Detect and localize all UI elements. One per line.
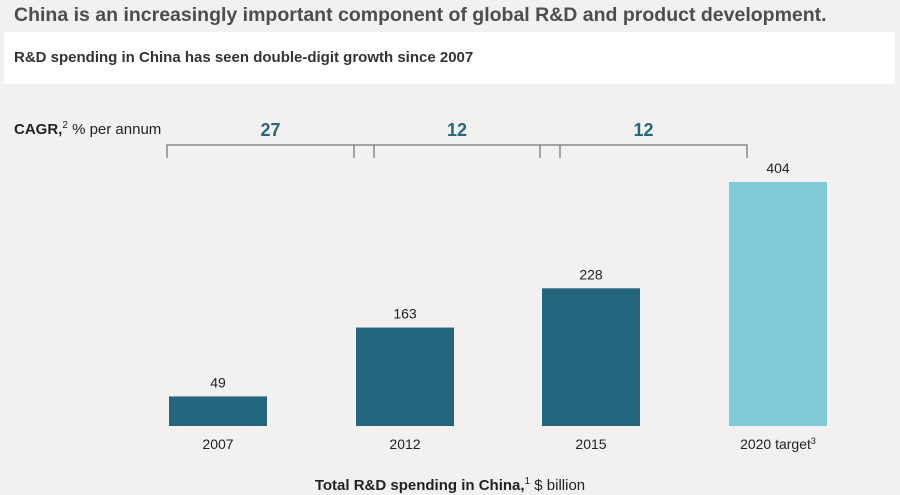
x-tick-footnote: 3 xyxy=(811,436,816,446)
x-axis-title: Total R&D spending in China,1 $ billion xyxy=(0,476,900,494)
subtitle-panel: R&D spending in China has seen double-di… xyxy=(4,32,895,84)
cagr-label-footnote: 2 xyxy=(62,120,68,131)
cagr-label: CAGR,2 % per annum xyxy=(14,120,161,138)
bar-2020-target xyxy=(729,182,827,426)
data-label: 49 xyxy=(210,374,226,390)
x-tick-label: 2020 target3 xyxy=(740,436,816,452)
bar-2015 xyxy=(542,288,640,426)
cagr-bracket xyxy=(353,144,561,158)
cagr-label-unit: % per annum xyxy=(67,121,162,138)
x-tick-label: 2012 xyxy=(389,436,420,452)
cagr-value: 27 xyxy=(260,120,280,140)
cagr-bracket xyxy=(539,144,748,158)
x-axis-title-bold: Total R&D spending in China, xyxy=(314,477,525,494)
x-tick-label: 2007 xyxy=(202,436,233,452)
x-axis-title-footnote: 1 xyxy=(524,476,531,487)
data-label: 404 xyxy=(766,160,790,176)
x-tick-label: 2015 xyxy=(575,436,606,452)
bar-2007 xyxy=(169,396,267,426)
data-label: 228 xyxy=(579,266,603,282)
cagr-value: 12 xyxy=(633,120,653,140)
cagr-value: 12 xyxy=(447,120,467,140)
data-label: 163 xyxy=(393,306,417,322)
chart-subtitle: R&D spending in China has seen double-di… xyxy=(14,49,474,66)
cagr-label-bold: CAGR, xyxy=(14,121,63,138)
bar-2012 xyxy=(356,327,454,426)
cagr-bracket xyxy=(166,144,375,158)
chart-title: China is an increasingly important compo… xyxy=(14,4,827,26)
x-axis-title-unit: $ billion xyxy=(530,477,586,494)
